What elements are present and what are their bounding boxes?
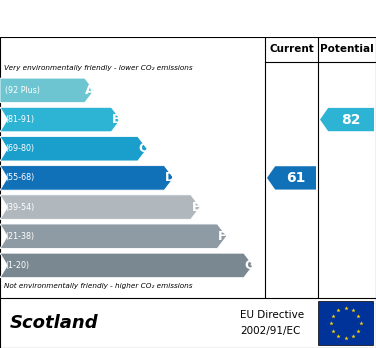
- Text: (81-91): (81-91): [5, 115, 34, 124]
- Text: Potential: Potential: [320, 45, 374, 54]
- Text: B: B: [112, 113, 121, 126]
- Text: Scotland: Scotland: [10, 314, 99, 332]
- Polygon shape: [0, 253, 253, 278]
- Text: 2002/91/EC: 2002/91/EC: [240, 326, 300, 336]
- Polygon shape: [320, 108, 374, 131]
- Polygon shape: [0, 136, 147, 161]
- Text: Current: Current: [269, 45, 314, 54]
- Text: F: F: [218, 230, 227, 243]
- Polygon shape: [267, 166, 316, 190]
- Text: Very environmentally friendly - lower CO₂ emissions: Very environmentally friendly - lower CO…: [4, 65, 193, 71]
- Text: (21-38): (21-38): [5, 232, 34, 241]
- Text: C: C: [138, 142, 148, 155]
- Text: (55-68): (55-68): [5, 173, 34, 182]
- Polygon shape: [0, 78, 94, 103]
- Text: G: G: [244, 259, 254, 272]
- Text: Not environmentally friendly - higher CO₂ emissions: Not environmentally friendly - higher CO…: [4, 283, 193, 289]
- Text: 61: 61: [286, 171, 305, 185]
- Bar: [318, 301, 373, 345]
- Text: (1-20): (1-20): [5, 261, 29, 270]
- Text: A: A: [85, 84, 95, 97]
- Text: EU Directive: EU Directive: [240, 310, 304, 320]
- Polygon shape: [0, 107, 121, 132]
- Text: E: E: [192, 200, 200, 214]
- Text: (92 Plus): (92 Plus): [5, 86, 40, 95]
- Polygon shape: [0, 195, 200, 219]
- Polygon shape: [0, 224, 227, 248]
- Text: 82: 82: [341, 112, 361, 127]
- Polygon shape: [0, 166, 174, 190]
- Text: (69-80): (69-80): [5, 144, 34, 153]
- Text: (39-54): (39-54): [5, 203, 34, 212]
- Text: Environmental Impact (CO₂) Rating: Environmental Impact (CO₂) Rating: [30, 11, 346, 26]
- Text: D: D: [164, 172, 175, 184]
